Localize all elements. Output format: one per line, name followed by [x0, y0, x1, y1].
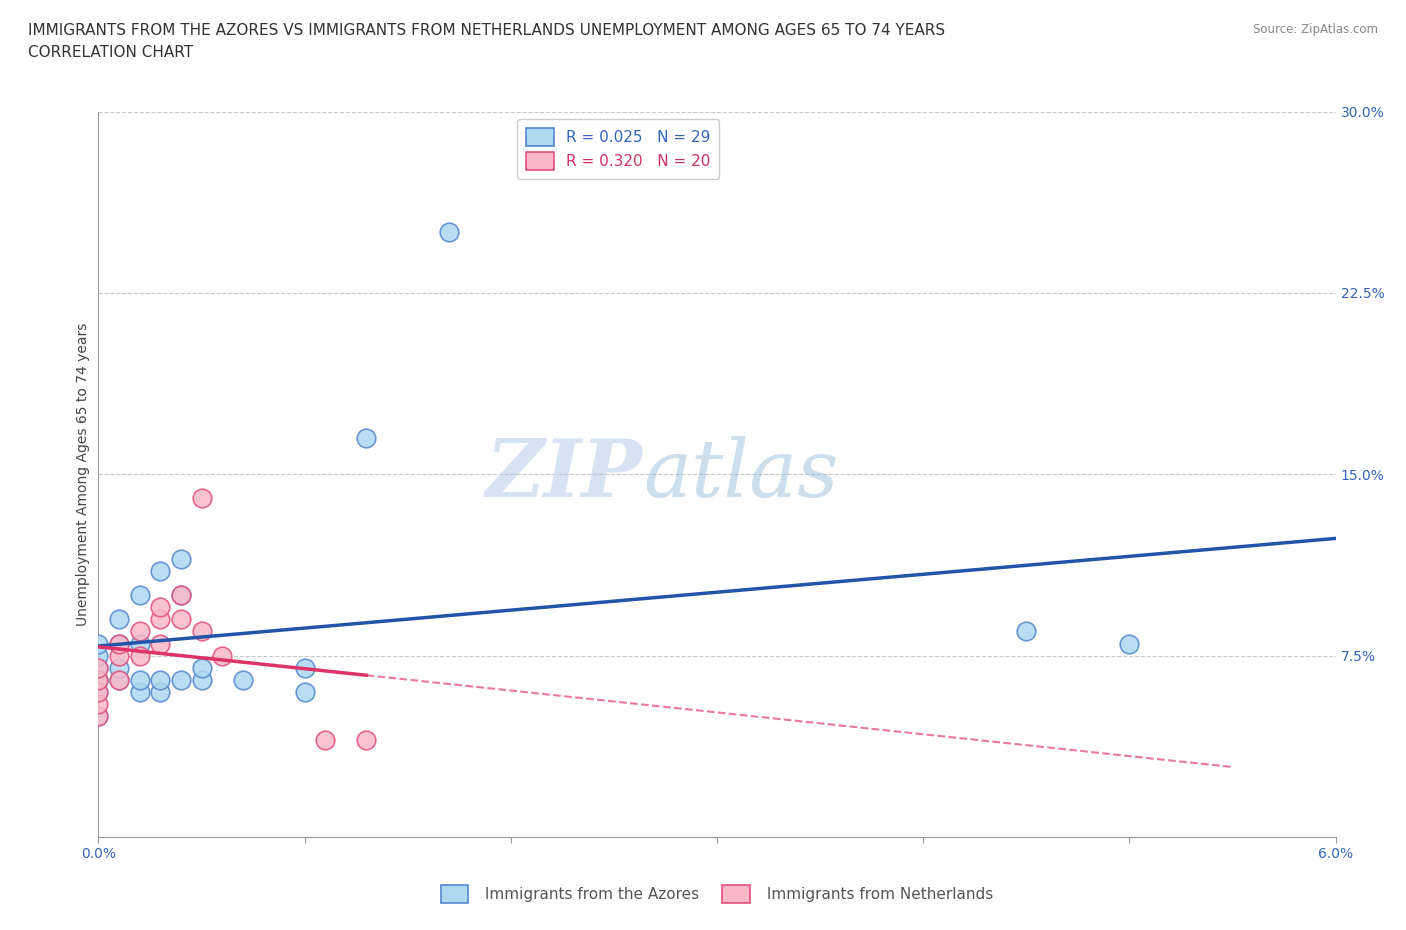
Point [128, 624, 150, 639]
Point [190, 624, 212, 639]
Point [190, 491, 212, 506]
Text: ZIP: ZIP [486, 435, 643, 513]
Point [108, 636, 131, 651]
Point [149, 600, 172, 615]
Point [87, 672, 110, 687]
Point [294, 684, 316, 699]
Point [128, 588, 150, 603]
Point [356, 733, 378, 748]
Point [87, 648, 110, 663]
Point [294, 660, 316, 675]
Point [149, 672, 172, 687]
Point [128, 648, 150, 663]
Point [87, 672, 110, 687]
Point [356, 431, 378, 445]
Point [108, 672, 131, 687]
Point [149, 684, 172, 699]
Point [170, 588, 193, 603]
Point [87, 684, 110, 699]
Point [149, 612, 172, 627]
Point [128, 636, 150, 651]
Point [149, 636, 172, 651]
Y-axis label: Unemployment Among Ages 65 to 74 years: Unemployment Among Ages 65 to 74 years [76, 323, 90, 626]
Point [87, 709, 110, 724]
Point [108, 636, 131, 651]
Point [170, 672, 193, 687]
Point [108, 660, 131, 675]
Point [87, 684, 110, 699]
Point [108, 612, 131, 627]
Point [1118, 636, 1140, 651]
Point [211, 648, 233, 663]
Point [108, 648, 131, 663]
Point [149, 564, 172, 578]
Point [128, 684, 150, 699]
Text: atlas: atlas [643, 435, 838, 513]
Point [190, 672, 212, 687]
Point [108, 672, 131, 687]
Point [87, 660, 110, 675]
Point [170, 612, 193, 627]
Point [170, 588, 193, 603]
Point [314, 733, 336, 748]
Point [232, 672, 254, 687]
Point [87, 660, 110, 675]
Text: Source: ZipAtlas.com: Source: ZipAtlas.com [1253, 23, 1378, 36]
Point [128, 672, 150, 687]
Point [87, 636, 110, 651]
Point [1015, 624, 1038, 639]
Point [170, 551, 193, 566]
Point [190, 660, 212, 675]
Point [87, 697, 110, 711]
Point [87, 709, 110, 724]
Point [437, 225, 460, 240]
Text: IMMIGRANTS FROM THE AZORES VS IMMIGRANTS FROM NETHERLANDS UNEMPLOYMENT AMONG AGE: IMMIGRANTS FROM THE AZORES VS IMMIGRANTS… [28, 23, 945, 38]
Legend:  Immigrants from the Azores,  Immigrants from Netherlands: Immigrants from the Azores, Immigrants f… [434, 879, 1000, 910]
Text: CORRELATION CHART: CORRELATION CHART [28, 45, 193, 60]
